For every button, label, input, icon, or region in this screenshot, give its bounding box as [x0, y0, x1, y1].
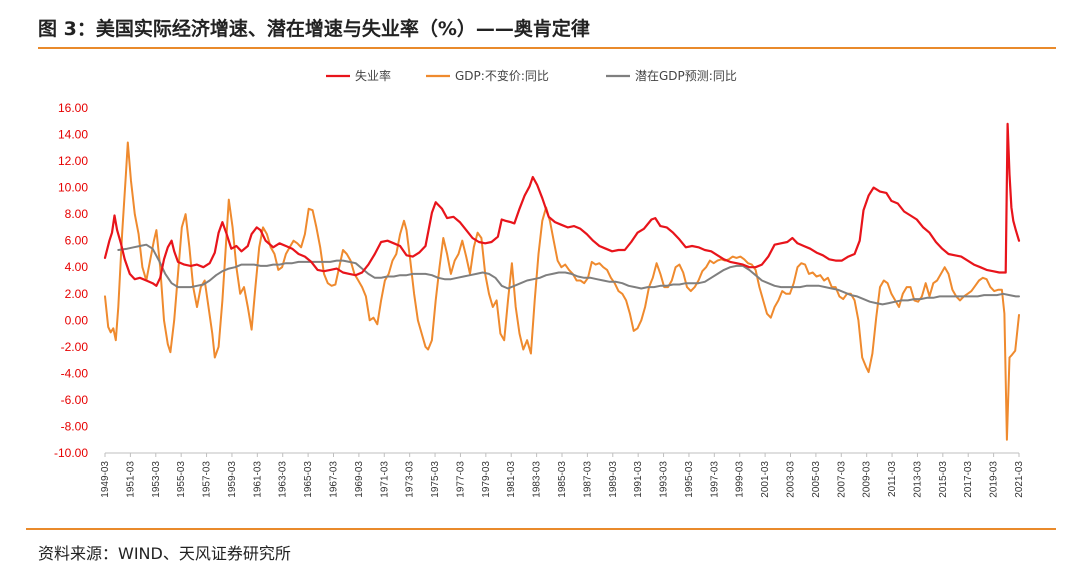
x-tick-label: 2001-03: [760, 461, 771, 498]
x-tick-label: 1965-03: [303, 461, 314, 498]
x-tick-label: 1975-03: [430, 461, 441, 498]
chart-legend: 失业率 GDP:不变价:同比 潜在GDP预测:同比: [326, 68, 737, 83]
x-tick-label: 1983-03: [532, 461, 543, 498]
y-tick-label: -8.00: [61, 419, 89, 433]
y-tick-label: 14.00: [58, 128, 88, 142]
okun-law-line-chart: 失业率 GDP:不变价:同比 潜在GDP预测:同比 16.0014.0012.001…: [54, 68, 1025, 498]
y-tick-label: -4.00: [61, 366, 89, 380]
x-tick-label: 1963-03: [278, 461, 289, 498]
x-tick-label: 1969-03: [354, 461, 365, 498]
x-tick-label: 1961-03: [252, 461, 263, 498]
x-tick-label: 2013-03: [912, 461, 923, 498]
series-line-1: [104, 141, 1020, 441]
series-line-0: [103, 122, 1021, 287]
y-tick-label: 4.00: [65, 260, 89, 274]
y-tick-label: -10.00: [54, 446, 88, 460]
series-lines: [103, 122, 1021, 441]
x-tick-label: 1987-03: [582, 461, 593, 498]
x-tick-label: 1973-03: [405, 461, 416, 498]
y-tick-label: 12.00: [58, 154, 88, 168]
legend-label-1: GDP:不变价:同比: [455, 68, 549, 83]
y-tick-label: 2.00: [65, 287, 89, 301]
x-tick-label: 1955-03: [176, 461, 187, 498]
x-tick-label: 2007-03: [836, 461, 847, 498]
x-tick-label: 2019-03: [989, 461, 1000, 498]
series-line-2: [117, 243, 1020, 306]
x-tick-label: 1993-03: [659, 461, 670, 498]
x-tick-label: 1977-03: [455, 461, 466, 498]
x-tick-label: 2017-03: [963, 461, 974, 498]
legend-label-2: 潜在GDP预测:同比: [635, 69, 737, 83]
x-tick-label: 1991-03: [633, 461, 644, 498]
x-tick-label: 1985-03: [557, 461, 568, 498]
x-tick-label: 2005-03: [811, 461, 822, 498]
x-tick-label: 1967-03: [329, 461, 340, 498]
y-tick-label: 0.00: [65, 313, 89, 327]
x-tick-label: 2003-03: [786, 461, 797, 498]
y-tick-label: 10.00: [58, 181, 88, 195]
x-tick-label: 1981-03: [506, 461, 517, 498]
x-tick-label: 1997-03: [709, 461, 720, 498]
y-tick-label: -6.00: [61, 393, 89, 407]
legend-label-0: 失业率: [355, 68, 391, 83]
y-axis: 16.00 14.00 12.00 10.00 8.00 6.00 4.00 2.00 0.00…: [54, 101, 88, 460]
x-tick-label: 2015-03: [938, 461, 949, 498]
data-source-note: 资料来源：WIND、天风证券研究所: [38, 544, 291, 563]
x-tick-label: 2021-03: [1014, 461, 1025, 498]
x-tick-label: 2011-03: [887, 461, 898, 497]
y-tick-label: -2.00: [61, 340, 89, 354]
y-tick-label: 6.00: [65, 234, 89, 248]
x-tick-label: 1949-03: [100, 461, 111, 498]
x-tick-label: 1979-03: [481, 461, 492, 498]
x-tick-label: 1995-03: [684, 461, 695, 498]
x-tick-label: 1999-03: [735, 461, 746, 498]
x-tick-label: 1971-03: [379, 461, 390, 498]
x-tick-label: 1953-03: [151, 461, 162, 498]
figure-title: 图 3：美国实际经济增速、潜在增速与失业率（%）——奥肯定律: [38, 18, 590, 40]
title-divider: [38, 47, 1056, 49]
x-axis: 1949-03 1951-03 1953-03 1955-03 1957-03 1959-…: [100, 452, 1025, 498]
x-tick-label: 1957-03: [202, 461, 213, 498]
x-tick-label: 1989-03: [608, 461, 619, 498]
footer-divider: [26, 528, 1056, 530]
x-tick-label: 1959-03: [227, 461, 238, 498]
x-tick-label: 1951-03: [125, 461, 136, 498]
x-tick-label: 2009-03: [862, 461, 873, 498]
y-tick-label: 8.00: [65, 207, 89, 221]
y-tick-label: 16.00: [58, 101, 88, 115]
